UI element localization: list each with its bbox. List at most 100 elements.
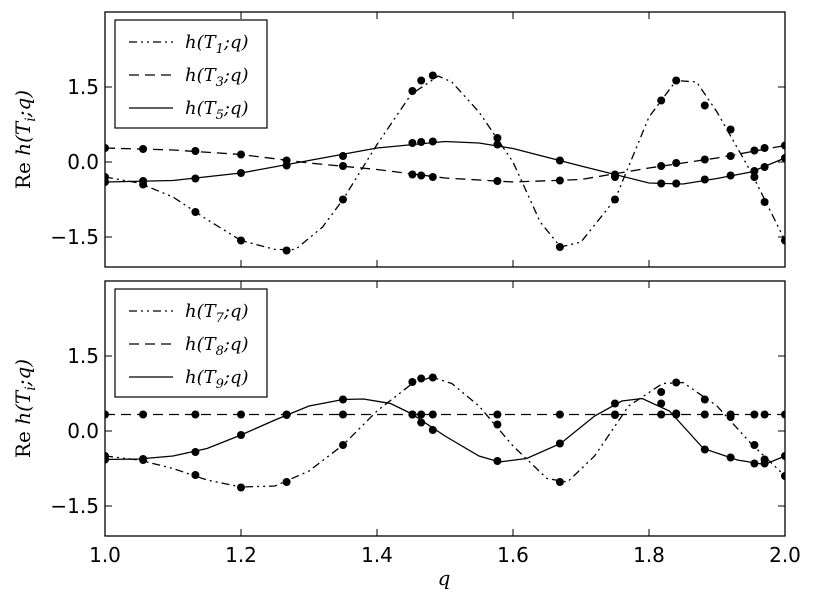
- legend-entry: h(T7;q): [185, 301, 249, 326]
- data-point: [191, 208, 200, 216]
- data-point: [781, 236, 785, 245]
- y-tick-label: 1.5: [67, 344, 99, 368]
- data-point: [555, 410, 564, 419]
- data-point: [191, 174, 200, 183]
- data-point: [237, 150, 245, 159]
- data-point: [611, 399, 619, 408]
- data-point: [555, 156, 564, 165]
- legend-entry: h(T3;q): [185, 65, 249, 90]
- data-point: [700, 101, 709, 110]
- y-axis-label: Re h(Ti;q): [11, 359, 39, 458]
- data-point: [417, 374, 426, 383]
- data-point: [428, 173, 437, 181]
- y-tick-label: 0.0: [67, 419, 99, 443]
- x-tick-label: 1.2: [225, 543, 257, 567]
- x-tick-label: 1.4: [361, 543, 393, 567]
- data-point: [672, 378, 681, 387]
- data-point: [672, 179, 681, 188]
- y-tick-label: 0.0: [67, 150, 99, 174]
- data-point: [139, 177, 148, 185]
- x-tick-label: 1.6: [497, 543, 529, 567]
- legend-entry: h(T8;q): [185, 334, 249, 359]
- data-point: [760, 163, 769, 171]
- series-line-9: [105, 397, 785, 466]
- data-point: [428, 71, 437, 80]
- data-point: [428, 373, 437, 382]
- data-point: [191, 147, 200, 155]
- data-point: [282, 478, 291, 486]
- x-axis-label: q: [438, 566, 451, 590]
- data-point: [493, 140, 502, 149]
- data-point: [672, 76, 681, 85]
- data-point: [781, 141, 785, 150]
- data-point: [750, 410, 759, 419]
- data-point: [555, 478, 564, 486]
- data-point: [781, 154, 785, 162]
- data-point: [493, 457, 502, 465]
- data-point: [105, 455, 109, 464]
- data-point: [282, 161, 291, 170]
- data-point: [339, 410, 347, 419]
- series-3: [105, 141, 785, 185]
- data-point: [282, 246, 291, 255]
- data-point: [611, 173, 619, 181]
- data-point: [428, 410, 437, 419]
- data-point: [408, 170, 417, 179]
- data-point: [339, 441, 347, 449]
- data-point: [760, 459, 769, 468]
- data-point: [139, 410, 148, 419]
- series-8: [105, 410, 785, 419]
- data-point: [191, 448, 200, 456]
- data-point: [493, 177, 502, 185]
- data-point: [726, 171, 735, 180]
- data-point: [139, 145, 148, 153]
- data-point: [781, 452, 785, 460]
- data-point: [750, 167, 759, 175]
- data-point: [191, 471, 200, 479]
- data-point: [657, 388, 666, 396]
- plot-frame: [104, 280, 786, 537]
- data-point: [700, 155, 709, 164]
- data-point: [191, 410, 200, 419]
- data-point: [339, 195, 347, 204]
- data-point: [417, 410, 426, 419]
- data-point: [657, 410, 666, 419]
- data-point: [417, 418, 426, 427]
- series-line-3: [105, 144, 785, 183]
- data-point: [237, 236, 245, 245]
- series-9: [105, 395, 785, 468]
- data-point: [408, 87, 417, 95]
- data-point: [657, 96, 666, 105]
- data-point: [105, 144, 109, 152]
- data-point: [611, 195, 619, 204]
- data-point: [555, 439, 564, 448]
- y-tick-label: −1.5: [50, 494, 99, 518]
- y-axis-label: Re h(Ti;q): [11, 90, 39, 189]
- data-point: [408, 410, 417, 419]
- y-tick-label: −1.5: [50, 225, 99, 249]
- data-point: [417, 171, 426, 180]
- data-point: [282, 411, 291, 419]
- data-point: [237, 483, 245, 492]
- data-point: [657, 179, 666, 188]
- data-point: [700, 395, 709, 404]
- data-point: [672, 159, 681, 167]
- series-line-7: [105, 376, 785, 488]
- plot-frame: [104, 11, 786, 268]
- data-point: [700, 175, 709, 184]
- data-point: [428, 426, 437, 434]
- series-5: [105, 137, 785, 188]
- legend: h(T7;q) h(T8;q) h(T9;q): [114, 288, 268, 398]
- data-point: [555, 243, 564, 251]
- data-point: [237, 169, 245, 177]
- data-point: [750, 441, 759, 449]
- data-point: [760, 410, 769, 419]
- bottom-panel: −1.5 0.0 1.5 1.0 1.2 1.4 1.6 1.8 2.0 Re h(Ti;q) h(…: [11, 280, 801, 567]
- y-tick-label: 1.5: [67, 75, 99, 99]
- data-point: [555, 176, 564, 185]
- data-point: [339, 395, 347, 404]
- data-point: [672, 409, 681, 418]
- x-tick-label: 2.0: [769, 543, 801, 567]
- data-point: [760, 144, 769, 152]
